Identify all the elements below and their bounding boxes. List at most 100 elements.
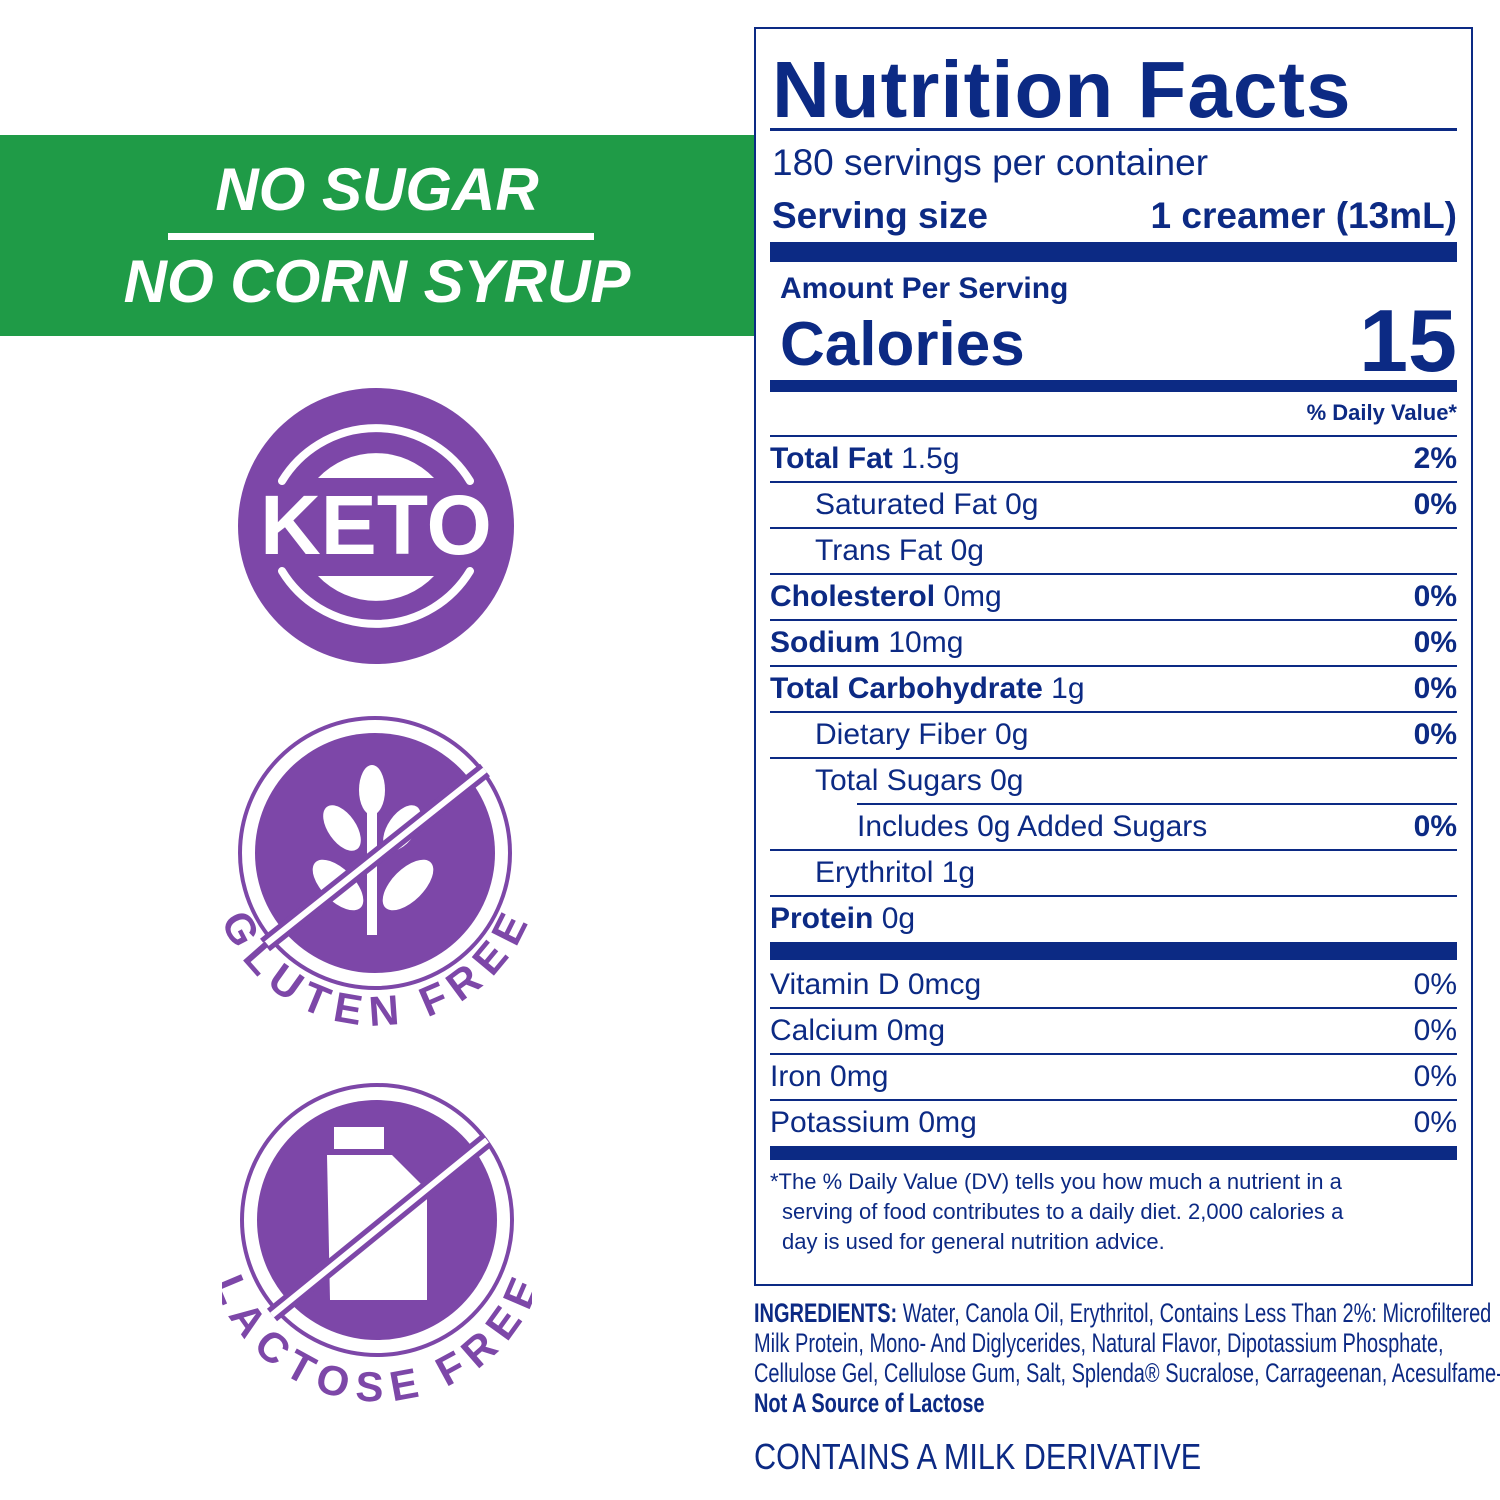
nutrient-row: Protein 0g <box>770 896 1457 942</box>
row-divider <box>770 711 1457 713</box>
servings-per-container: 180 servings per container <box>772 142 1209 183</box>
ingredients-line: Milk Protein, Mono- And Diglycerides, Na… <box>754 1328 1444 1358</box>
daily-value-header: % Daily Value* <box>1306 400 1457 425</box>
nutrient-row: Erythritol 1g <box>770 850 1457 896</box>
vitamin-row: Potassium 0mg 0% <box>770 1100 1457 1146</box>
daily-value: 0% <box>1413 1014 1457 1047</box>
nutrient-amount: 10mg <box>880 626 964 659</box>
nutrient-row: Includes 0g Added Sugars 0% <box>770 804 1457 850</box>
row-divider <box>770 665 1457 667</box>
ingredients-label: INGREDIENTS: <box>754 1298 898 1328</box>
daily-value: 0% <box>1413 626 1457 659</box>
daily-value: 0% <box>1413 488 1457 521</box>
row-divider <box>770 435 1457 437</box>
nutrient-amount: 0mg <box>935 580 1002 613</box>
nutrient-amount: 1g <box>1042 672 1085 705</box>
ingredients-line: INGREDIENTS: Water, Canola Oil, Erythrit… <box>754 1298 1491 1329</box>
daily-value: 0% <box>1413 968 1457 1001</box>
nutrient-name: Protein <box>770 902 874 935</box>
nutrient-name: Cholesterol <box>770 580 936 613</box>
no-sugar-banner: NO SUGAR NO CORN SYRUP <box>0 135 754 336</box>
row-divider <box>770 573 1457 575</box>
calories-label: Calories <box>780 310 1025 379</box>
nutrient-label: Sodium 10mg <box>770 620 963 666</box>
vitamin-name: Potassium 0mg <box>770 1106 977 1139</box>
no-sugar-text: NO SUGAR <box>215 156 539 223</box>
nutrient-row: Total Sugars 0g <box>770 758 1457 804</box>
nutrient-label: Erythritol 1g <box>815 850 975 896</box>
ingredients-text: Water, Canola Oil, Erythritol, Contains … <box>897 1298 1492 1328</box>
daily-value: 0% <box>1413 810 1457 843</box>
amount-per-serving: Amount Per Serving <box>780 272 1069 305</box>
footnote-line: day is used for general nutrition advice… <box>782 1229 1165 1254</box>
row-divider <box>770 1007 1457 1009</box>
nutrient-row: Saturated Fat 0g 0% <box>770 482 1457 528</box>
thick-divider <box>770 380 1457 392</box>
nutrient-label: Total Sugars 0g <box>815 758 1023 804</box>
nutrient-amount: 1.5g <box>892 442 960 475</box>
lactose-note: Not A Source of Lactose <box>754 1388 985 1418</box>
row-divider <box>770 619 1457 621</box>
nutrient-name: Sodium <box>770 626 880 659</box>
vitamin-row: Vitamin D 0mcg 0% <box>770 962 1457 1008</box>
daily-value: 0% <box>1413 1060 1457 1093</box>
row-divider <box>857 803 1457 805</box>
vitamin-row: Iron 0mg 0% <box>770 1054 1457 1100</box>
nutrient-row: Sodium 10mg 0% <box>770 620 1457 666</box>
daily-value: 0% <box>1413 672 1457 705</box>
row-divider <box>770 895 1457 897</box>
nutrient-label: Protein 0g <box>770 896 915 942</box>
daily-value: 2% <box>1413 442 1457 475</box>
divider <box>770 128 1457 131</box>
serving-size-value: 1 creamer (13mL) <box>1150 195 1457 236</box>
nutrient-amount: 0g <box>873 902 916 935</box>
keto-badge: KETO <box>238 388 514 664</box>
thick-divider <box>770 242 1457 262</box>
nutrient-label: Cholesterol 0mg <box>770 574 1002 620</box>
nutrient-name: Erythritol 1g <box>815 856 976 889</box>
ingredients-line: Cellulose Gel, Cellulose Gum, Salt, Sple… <box>754 1358 1500 1388</box>
calories-value: 15 <box>1359 291 1457 390</box>
row-divider <box>770 1099 1457 1101</box>
nutrient-name: Saturated Fat 0g <box>815 488 1039 521</box>
row-divider <box>770 849 1457 851</box>
row-divider <box>770 527 1457 529</box>
row-divider <box>770 481 1457 483</box>
nutrient-name: Dietary Fiber 0g <box>815 718 1029 751</box>
daily-value: 0% <box>1413 1106 1457 1139</box>
nutrient-name: Includes 0g Added Sugars <box>857 810 1208 843</box>
nutrient-name: Total Sugars 0g <box>815 764 1024 797</box>
daily-value: 0% <box>1413 580 1457 613</box>
nutrient-label: Total Fat 1.5g <box>770 436 960 482</box>
nutrient-name: Total Carbohydrate <box>770 672 1043 705</box>
row-divider <box>770 757 1457 759</box>
nutrient-name: Trans Fat 0g <box>815 534 984 567</box>
nutrient-row: Trans Fat 0g <box>770 528 1457 574</box>
lactose-free-badge: LACTOSE FREE <box>222 1083 532 1411</box>
daily-value-footnote: *The % Daily Value (DV) tells you how mu… <box>770 1167 1343 1257</box>
nutrient-row: Cholesterol 0mg 0% <box>770 574 1457 620</box>
footnote-line: serving of food contributes to a daily d… <box>782 1199 1344 1224</box>
nutrient-row: Dietary Fiber 0g 0% <box>770 712 1457 758</box>
nutrient-label: Saturated Fat 0g <box>815 482 1038 528</box>
daily-value: 0% <box>1413 718 1457 751</box>
nutrient-name: Total Fat <box>770 442 893 475</box>
vitamin-name: Iron 0mg <box>770 1060 889 1093</box>
vitamin-name: Vitamin D 0mcg <box>770 968 982 1001</box>
thick-divider <box>770 942 1457 960</box>
allergen-statement: CONTAINS A MILK DERIVATIVE <box>754 1436 1202 1477</box>
serving-size-label: Serving size <box>772 195 988 236</box>
row-divider <box>770 1053 1457 1055</box>
vitamin-row: Calcium 0mg 0% <box>770 1008 1457 1054</box>
nutrient-label: Total Carbohydrate 1g <box>770 666 1085 712</box>
nutrition-facts-panel <box>754 27 1473 1286</box>
nutrient-label: Includes 0g Added Sugars <box>857 804 1207 850</box>
keto-text: KETO <box>260 478 492 572</box>
nutrient-label: Trans Fat 0g <box>815 528 984 574</box>
nutrient-row: Total Carbohydrate 1g 0% <box>770 666 1457 712</box>
nutrient-row: Total Fat 1.5g 2% <box>770 436 1457 482</box>
thick-divider <box>770 1146 1457 1160</box>
vitamin-name: Calcium 0mg <box>770 1014 946 1047</box>
no-corn-syrup-text: NO CORN SYRUP <box>123 248 631 315</box>
nutrition-title: Nutrition Facts <box>772 45 1352 134</box>
